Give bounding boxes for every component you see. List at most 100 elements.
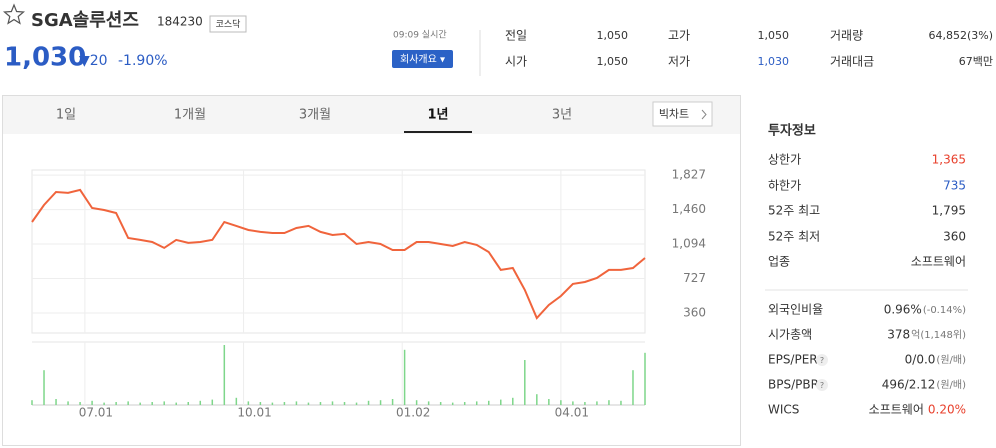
invest-value: 소프트웨어: [911, 255, 966, 269]
invest-label: 업종: [768, 255, 790, 269]
volume-bar: [415, 400, 418, 405]
volume-bar: [427, 401, 430, 405]
volume-bar: [463, 402, 466, 405]
invest-value: 735: [943, 179, 966, 193]
volume-bar: [391, 399, 394, 405]
y-tick-label: 1,094: [672, 236, 706, 250]
volume-bar: [187, 402, 190, 405]
volume-bar: [79, 402, 81, 405]
volume-bar: [127, 401, 129, 405]
invest-note: (원/배): [936, 354, 966, 366]
bigchart-button[interactable]: [652, 101, 713, 127]
bigchart-label: 빅차트: [659, 108, 689, 121]
volume-bar: [560, 400, 562, 405]
volume-bar: [331, 401, 334, 405]
invest-note: (-0.14%): [923, 305, 966, 316]
invest-value: 1,365: [932, 153, 966, 167]
quote-value: 1,050: [597, 55, 629, 68]
x-tick-label: 04.01: [555, 406, 589, 420]
help-mark: ?: [820, 356, 824, 365]
help-mark: ?: [820, 381, 824, 390]
x-tick-label: 07.01: [79, 406, 113, 420]
quote-value: 1,050: [597, 29, 629, 42]
volume-bar: [283, 402, 286, 405]
volume-bar: [572, 401, 574, 405]
y-tick-label: 727: [683, 271, 706, 285]
chart-frame: [2, 95, 741, 446]
volume-bar: [487, 400, 490, 405]
volume-bar: [632, 370, 634, 405]
invest-label: 시가총액: [768, 328, 812, 342]
volume-bar: [175, 402, 177, 405]
volume-bar: [475, 401, 478, 405]
volume-bar: [608, 400, 610, 405]
period-tab[interactable]: 1개월: [174, 108, 206, 123]
volume-bar: [548, 399, 550, 405]
period-tab[interactable]: 3개월: [299, 108, 331, 123]
tab-underline: [404, 131, 472, 133]
period-tab[interactable]: 1년: [427, 108, 448, 123]
quote-value: 67백만: [959, 55, 993, 68]
quote-label: 저가: [668, 55, 690, 69]
volume-bar: [451, 402, 454, 405]
volume-bar: [367, 400, 370, 405]
volume-bar: [295, 401, 298, 405]
invest-label: 52주 최고: [768, 204, 820, 218]
stock-name: SGA솔루션즈: [31, 10, 139, 31]
volume-bar: [500, 399, 502, 405]
volume-bar: [43, 370, 45, 405]
invest-label: 하한가: [768, 179, 801, 193]
invest-label: EPS/PER: [768, 353, 818, 367]
quote-value: 64,852(3%): [928, 29, 993, 42]
volume-bar: [596, 401, 598, 405]
invest-label: 상한가: [768, 153, 801, 167]
volume-bar: [103, 402, 105, 405]
volume-bar: [644, 352, 646, 405]
volume-bar: [139, 402, 141, 405]
stock-code: 184230: [157, 15, 203, 29]
quote-label: 전일: [505, 29, 527, 43]
invest-label: 외국인비율: [768, 303, 823, 317]
volume-bar: [247, 401, 250, 405]
help-icon[interactable]: [816, 379, 828, 391]
volume-bar: [55, 399, 57, 405]
quote-label: 시가: [505, 55, 527, 69]
y-tick-label: 1,827: [672, 168, 706, 182]
change-rate: -1.90%: [118, 53, 168, 69]
favorite-star[interactable]: [2, 3, 26, 25]
volume-bar: [584, 402, 586, 405]
invest-label: BPS/PBR: [768, 378, 819, 392]
y-tick-label: 360: [683, 305, 706, 319]
time: 09:09 실시간: [393, 30, 447, 41]
invest-value: 378: [887, 328, 910, 342]
quote-value: 1,030: [758, 55, 790, 68]
invest-note: (원/배): [936, 379, 966, 391]
volume-bar: [439, 402, 442, 405]
volume-bar: [67, 401, 69, 405]
volume-bar: [223, 345, 226, 405]
invest-label: WICS: [768, 403, 799, 417]
plot-area: [31, 169, 646, 334]
quote-value: 1,050: [758, 29, 790, 42]
company-button[interactable]: [392, 50, 453, 68]
invest-value: 1,795: [932, 204, 966, 218]
market-badge: [209, 15, 247, 33]
quote-label: 고가: [668, 29, 690, 43]
volume-bar: [235, 397, 238, 405]
volume-bar: [403, 349, 406, 405]
price: 1,030: [4, 43, 86, 73]
volume-bar: [211, 399, 214, 405]
company-button-label: 회사개요 ▾: [400, 54, 445, 66]
period-tab[interactable]: 1일: [56, 108, 76, 123]
x-tick-label: 01.02: [396, 406, 430, 420]
price-line: [31, 188, 646, 320]
help-icon[interactable]: [816, 354, 828, 366]
volume-bar: [379, 400, 382, 405]
period-tab[interactable]: 3년: [552, 108, 572, 123]
quote-label: 거래량: [830, 29, 863, 43]
volume-bar: [307, 402, 310, 405]
volume-bar: [259, 402, 262, 405]
volume-bar: [620, 400, 622, 405]
volume-bar: [343, 402, 346, 405]
volume-bar: [163, 401, 165, 405]
